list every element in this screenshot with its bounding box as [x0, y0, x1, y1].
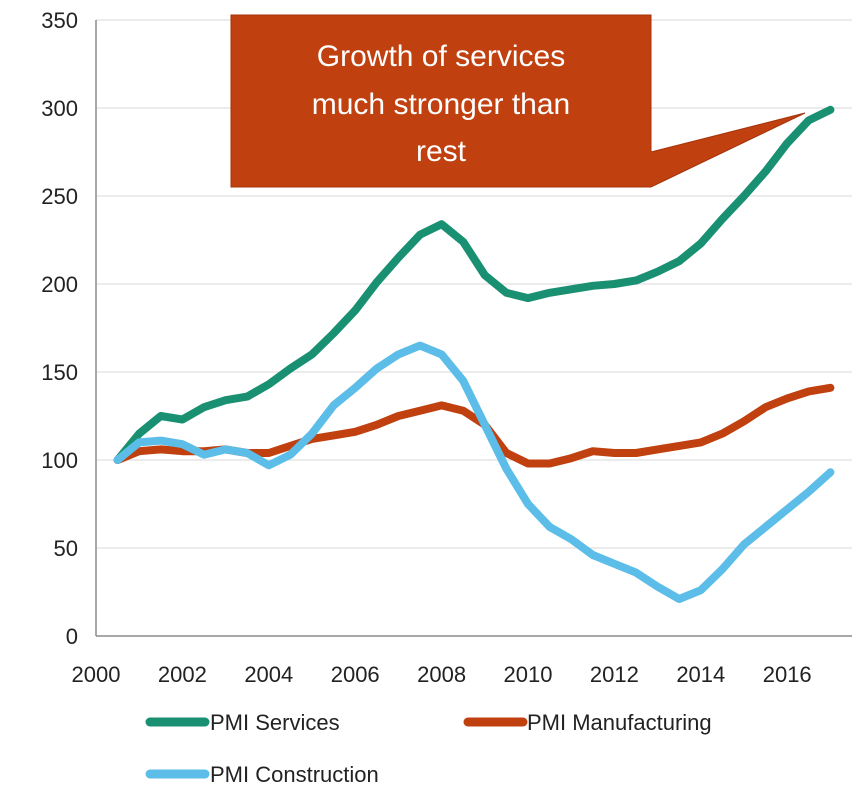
y-tick-label: 150: [41, 360, 78, 385]
legend-label-construction: PMI Construction: [210, 762, 379, 787]
annotation-callout: Growth of services much stronger than re…: [230, 14, 806, 188]
x-tick-label: 2010: [504, 662, 553, 687]
y-tick-label: 350: [41, 8, 78, 33]
series-line-pmi-services: [113, 105, 835, 464]
y-tick-label: 300: [41, 96, 78, 121]
x-tick-label: 2004: [244, 662, 293, 687]
x-tick-label: 2012: [590, 662, 639, 687]
x-tick-label: 2016: [763, 662, 812, 687]
y-tick-label: 50: [54, 536, 78, 561]
callout-line-1: Growth of services: [317, 40, 565, 73]
x-tick-label: 2008: [417, 662, 466, 687]
callout-line-2: much stronger than: [312, 88, 570, 121]
x-tick-label: 2002: [158, 662, 207, 687]
callout-box: [230, 14, 806, 188]
x-tick-label: 2006: [331, 662, 380, 687]
x-tick-label: 2014: [676, 662, 725, 687]
series-lines: [113, 105, 835, 603]
callout-line-3: rest: [416, 135, 467, 168]
x-axis: 2000 2002 2004 2006 2008 2010 2012 2014 2016: [72, 662, 812, 687]
gridlines: [96, 19, 852, 637]
y-tick-label: 200: [41, 272, 78, 297]
y-tick-label: 0: [66, 624, 78, 649]
series-line-pmi-construction: [113, 341, 835, 603]
legend: PMI Services PMI Manufacturing PMI Const…: [145, 710, 712, 787]
legend-label-services: PMI Services: [210, 710, 340, 735]
y-tick-label: 250: [41, 184, 78, 209]
y-axis: 0 50 100 150 200 250 300 350: [41, 8, 97, 649]
x-tick-label: 2000: [72, 662, 121, 687]
y-tick-label: 100: [41, 448, 78, 473]
legend-label-manufacturing: PMI Manufacturing: [527, 710, 712, 735]
